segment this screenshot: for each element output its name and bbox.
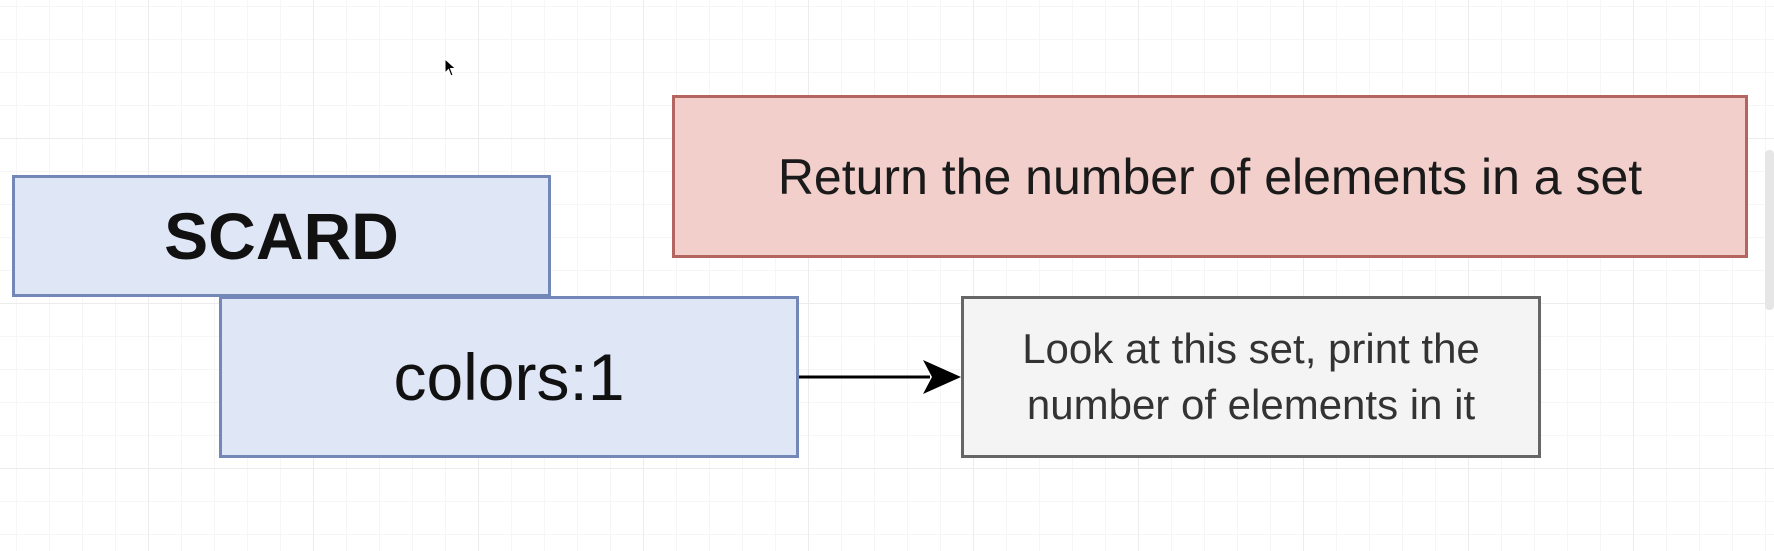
arrow-head [923,360,961,394]
note-line-1: Look at this set, print the [964,321,1538,377]
note-line-2: number of elements in it [964,377,1538,433]
command-name-box: SCARD [12,175,551,297]
description-box: Return the number of elements in a set [672,95,1748,258]
note-text: Look at this set, print the number of el… [964,321,1538,433]
note-box: Look at this set, print the number of el… [961,296,1541,458]
command-name: SCARD [164,198,399,274]
scrollbar[interactable] [1765,150,1774,310]
key-box: colors:1 [219,296,799,458]
description-text: Return the number of elements in a set [778,148,1642,206]
key-name: colors:1 [393,339,624,415]
mouse-cursor-icon [444,58,458,78]
